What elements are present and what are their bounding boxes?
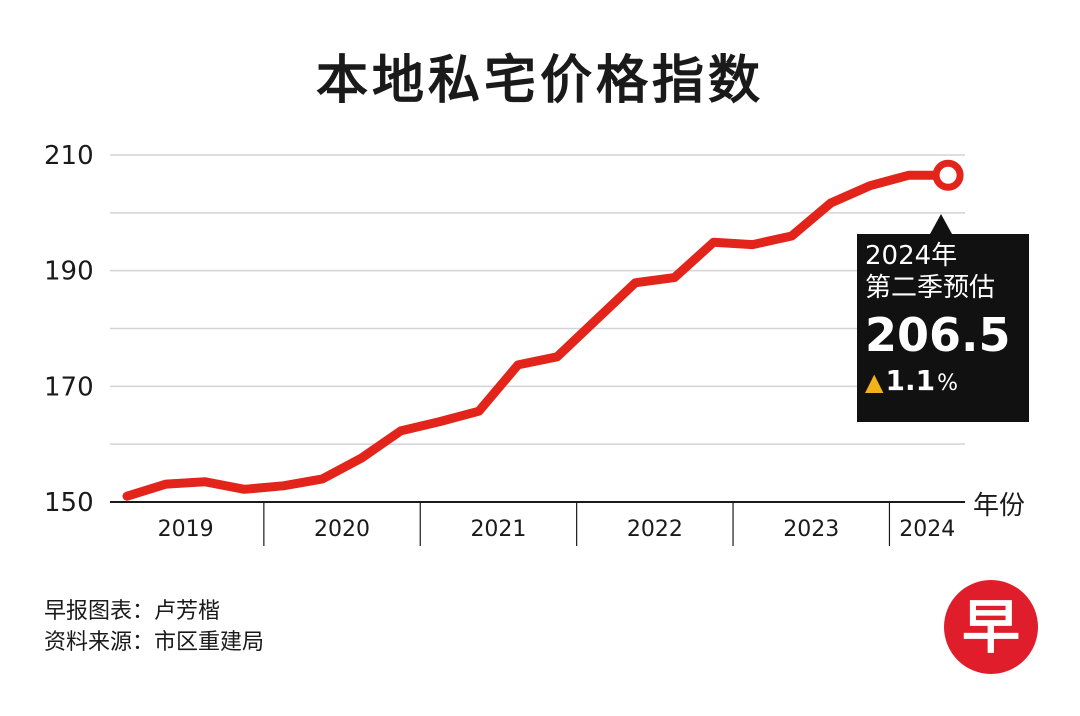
callout-change: ▲1.1% <box>865 364 1029 401</box>
year-label: 2024 <box>899 517 955 542</box>
x-axis-unit-label: 年份 <box>973 491 1025 521</box>
callout-period-year: 2024年 <box>865 241 958 271</box>
series-line <box>122 170 953 501</box>
callout-pointer <box>930 214 952 234</box>
chart-title: 本地私宅价格指数 <box>315 51 764 111</box>
callout-change-value: 1.1 <box>885 364 936 397</box>
year-label: 2019 <box>158 517 214 542</box>
series-line-path <box>122 170 953 501</box>
year-label: 2023 <box>783 517 839 542</box>
y-tick-label: 210 <box>44 141 94 171</box>
credit-graphic: 早报图表：卢芳楷 <box>44 599 221 624</box>
highlight-marker <box>932 159 964 191</box>
credit-source: 资料来源：市区重建局 <box>44 630 265 655</box>
y-tick-labels: 150 170 190 210 <box>44 141 94 518</box>
year-label: 2021 <box>470 517 526 542</box>
year-label: 2022 <box>627 517 683 542</box>
year-label: 2020 <box>314 517 370 542</box>
callout-period-quarter: 第二季预估 <box>865 273 996 303</box>
zaobao-logo: 早 <box>944 580 1038 674</box>
latest-point-marker <box>932 159 964 191</box>
y-tick-label: 150 <box>44 488 94 518</box>
grid-lines <box>110 154 965 445</box>
callout-change-unit: % <box>937 371 958 396</box>
callout-value: 206.5 <box>865 308 1011 362</box>
up-triangle-icon: ▲ <box>865 368 884 396</box>
year-labels: 2019 2020 2021 2022 2023 2024 <box>158 502 955 546</box>
callout-box: 2024年 第二季预估 206.5 ▲1.1% <box>857 234 1029 422</box>
credits: 早报图表：卢芳楷 资料来源：市区重建局 <box>44 596 264 658</box>
y-tick-label: 170 <box>44 372 94 402</box>
y-tick-label: 190 <box>44 257 94 287</box>
